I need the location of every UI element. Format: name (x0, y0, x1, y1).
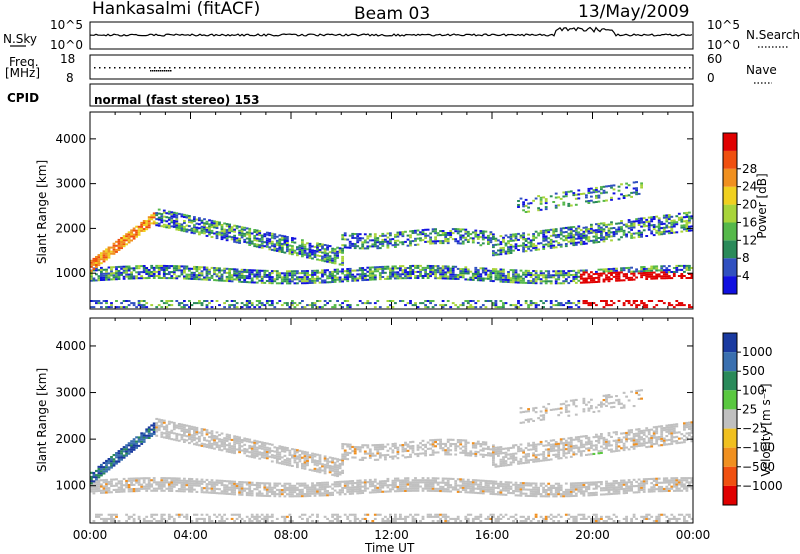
nsky-label: N.Sky (3, 32, 37, 46)
freq-trace (94, 67, 691, 72)
velocity-colorbar-title: Velocity [m s⁻¹] (759, 383, 773, 476)
colorbar-tick-label: 16 (742, 215, 757, 229)
nave-tick-top: 60 (707, 52, 722, 66)
y-tick-label: 2000 (55, 221, 86, 235)
velocity-x-ticks (89, 318, 694, 523)
time-tick-label: 20:00 (575, 528, 610, 542)
date-title: 13/May/2009 (578, 2, 690, 22)
colorbar-tick-label: 25 (742, 402, 757, 416)
freq-label: Freq. (9, 55, 39, 69)
station-title: Hankasalmi (fitACF) (92, 0, 260, 19)
time-tick-label: 16:00 (475, 528, 510, 542)
colorbar-tick-label: 20 (742, 198, 757, 212)
power-panel: 1000 2000 3000 4000 Slant Range [km] 4 8 12 16… (35, 111, 769, 310)
colorbar-tick-label: 12 (742, 233, 757, 247)
colorbar-tick-label: 500 (742, 364, 765, 378)
time-tick-label: 08:00 (274, 528, 309, 542)
velocity-y-axis-title: Slant Range [km] (35, 368, 49, 472)
nsky-tick-bottom: 10^0 (50, 38, 83, 52)
time-tick-label: 12:00 (374, 528, 409, 542)
y-tick-label: 1000 (55, 479, 86, 493)
power-x-ticks (89, 112, 694, 309)
cpid-label: CPID (7, 91, 39, 105)
time-axis-title: Time UT (364, 541, 415, 554)
nave-tick-bottom: 0 (707, 71, 715, 85)
time-axis-labels: 00:00 04:00 08:00 12:00 16:00 20:00 00:00 (73, 528, 711, 542)
cpid-text: normal (fast stereo) 153 (94, 93, 260, 107)
colorbar-tick-label: 8 (742, 251, 750, 265)
colorbar-tick-label: −500 (742, 460, 775, 474)
y-tick-label: 3000 (55, 177, 86, 191)
freq-tick-bottom: 8 (66, 71, 74, 85)
nsearch-tick-bottom: 10^0 (707, 38, 740, 52)
freq-panel: Freq. [MHz] 18 8 60 0 Nave (5, 52, 777, 85)
freq-tick-top: 18 (60, 52, 75, 66)
time-tick-label: 00:00 (73, 528, 108, 542)
colorbar-tick-label: 24 (742, 180, 757, 194)
nsky-trace (89, 26, 693, 37)
colorbar-tick-label: 28 (742, 162, 757, 176)
power-colorbar: 4 8 12 16 20 24 28 (722, 132, 757, 295)
colorbar-tick-label: −1000 (742, 479, 783, 493)
velocity-panel: 1000 2000 3000 4000 Slant Range [km] 1000 50… (35, 317, 783, 524)
velocity-colorbar: 1000 500 100 25 −25 −100 −500 −1000 (722, 332, 783, 506)
velocity-heatmap (90, 389, 694, 523)
y-tick-label: 2000 (55, 432, 86, 446)
y-tick-label: 4000 (55, 339, 86, 353)
time-tick-label: 00:00 (676, 528, 711, 542)
beam-title: Beam 03 (354, 4, 430, 24)
nsearch-label: N.Search (746, 28, 800, 42)
power-colorbar-title: Power [dB] (755, 173, 769, 238)
y-tick-label: 4000 (55, 132, 86, 146)
y-tick-label: 3000 (55, 386, 86, 400)
nsky-tick-top: 10^5 (50, 18, 83, 32)
velocity-y-ticks: 1000 2000 3000 4000 (55, 339, 693, 493)
cpid-panel: CPID normal (fast stereo) 153 (7, 83, 694, 107)
nave-label: Nave (746, 63, 777, 77)
y-tick-label: 1000 (55, 266, 86, 280)
colorbar-tick-label: 1000 (742, 345, 773, 359)
nsky-panel: N.Sky 10^5 10^0 10^5 10^0 N.Search (3, 18, 800, 52)
power-y-axis-title: Slant Range [km] (35, 160, 49, 264)
colorbar-tick-label: 100 (742, 383, 765, 397)
power-heatmap (90, 181, 694, 309)
power-y-ticks: 1000 2000 3000 4000 (55, 132, 693, 280)
cpid-frame (89, 83, 694, 107)
colorbar-tick-label: −100 (742, 441, 775, 455)
colorbar-tick-label: −25 (742, 422, 767, 436)
nsearch-tick-top: 10^5 (707, 18, 740, 32)
freq-frame (89, 54, 694, 80)
freq-unit-label: [MHz] (5, 66, 40, 80)
time-tick-label: 04:00 (173, 528, 208, 542)
colorbar-tick-label: 4 (742, 269, 750, 283)
